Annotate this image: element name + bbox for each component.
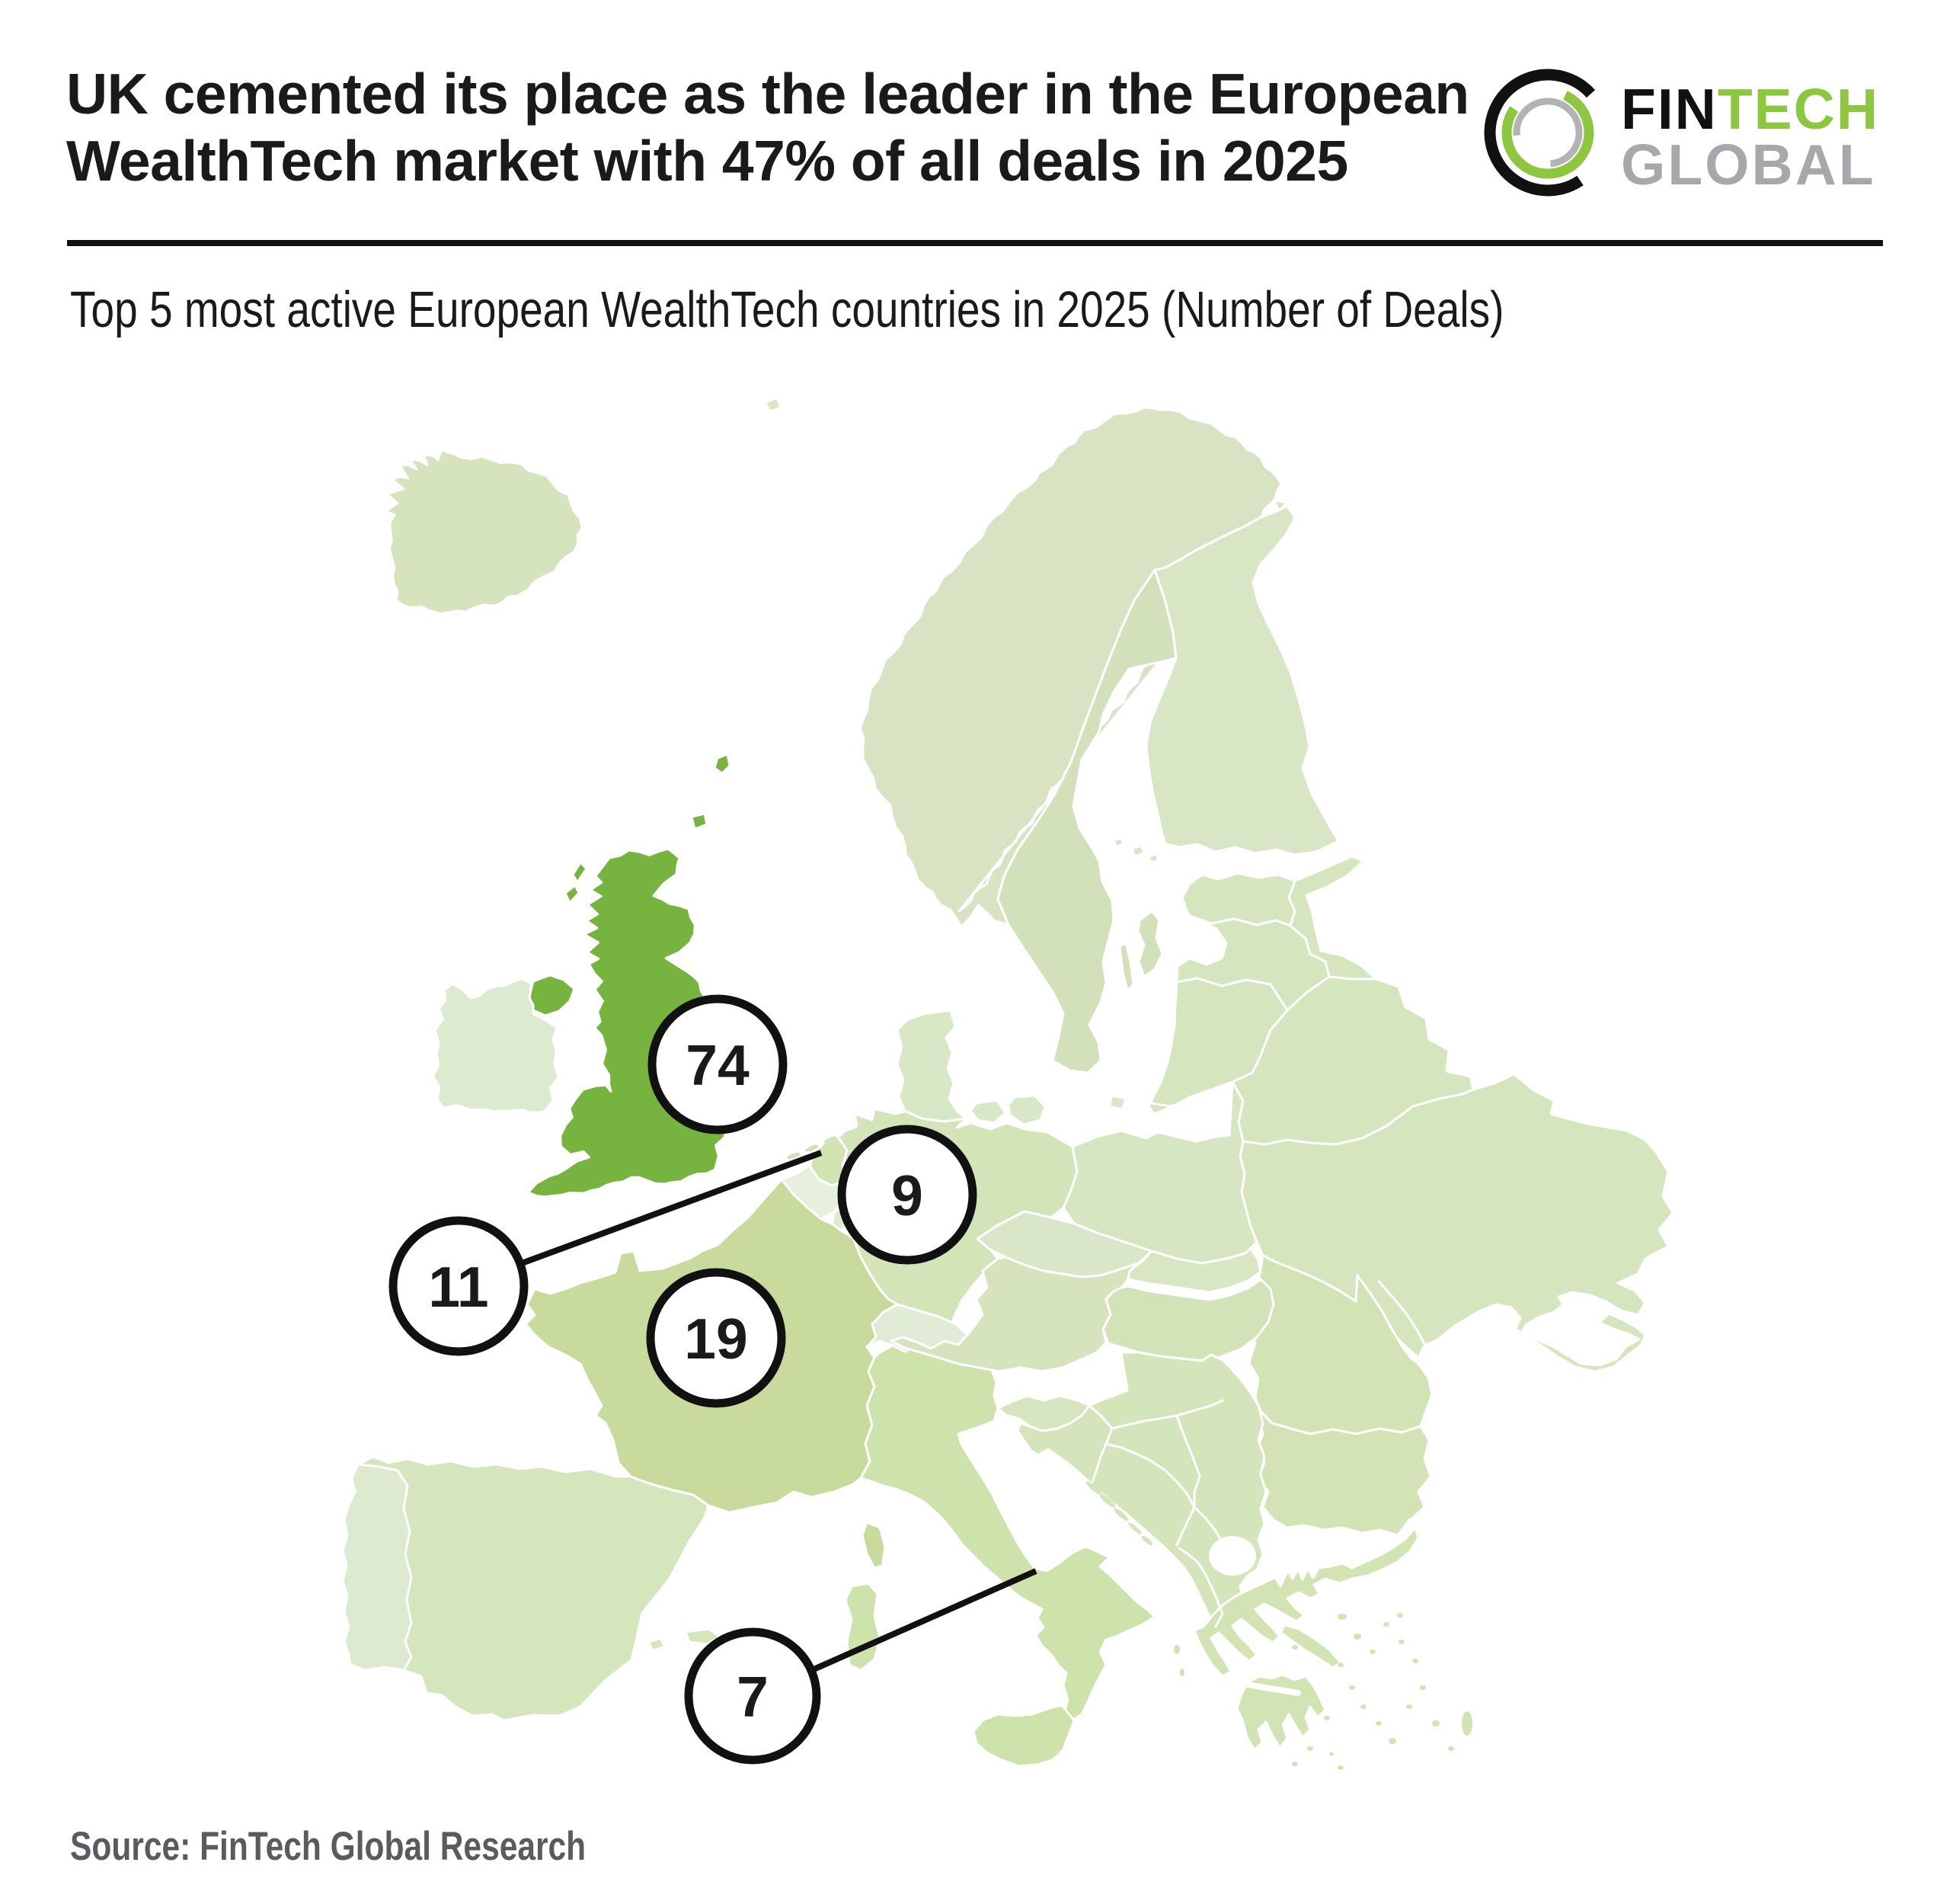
svg-text:11: 11 [428, 1255, 488, 1319]
svg-text:9: 9 [891, 1163, 923, 1227]
svg-text:7: 7 [737, 1665, 769, 1729]
svg-text:19: 19 [684, 1307, 747, 1371]
svg-text:74: 74 [686, 1033, 750, 1097]
